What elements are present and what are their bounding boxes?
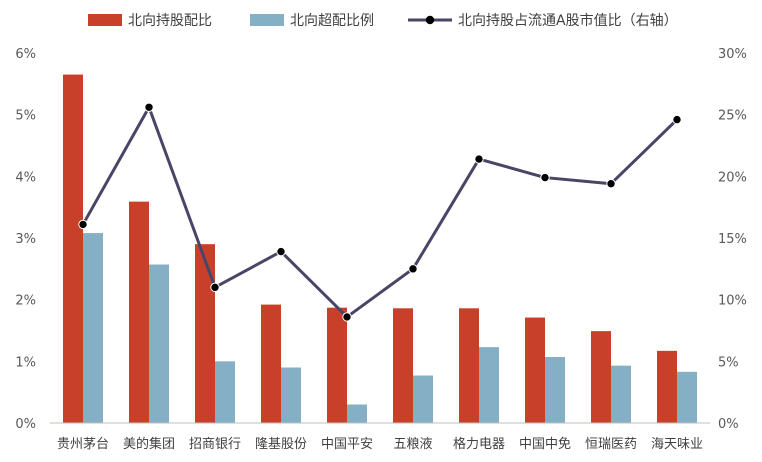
bar-holding-ratio <box>129 201 149 423</box>
y-axis-right: 0% 5% 10% 15% 20% 25% 30% <box>718 47 747 432</box>
y-right-tick-label: 5% <box>718 355 739 370</box>
line-point <box>144 102 154 112</box>
y-left-tick-label: 4% <box>15 170 36 185</box>
bar-overweight-ratio <box>281 367 301 423</box>
y-left-tick-label: 2% <box>15 294 36 309</box>
x-tick-label: 恒瑞医药 <box>585 437 637 452</box>
bar-holding-ratio <box>657 350 677 423</box>
x-tick-label: 贵州茅台 <box>57 437 109 452</box>
y-right-tick-label: 0% <box>718 417 739 432</box>
line-point <box>672 114 682 125</box>
legend-label: 北向超配比例 <box>290 13 374 29</box>
y-left-tick-label: 3% <box>15 232 36 247</box>
bar-holding-ratio <box>393 308 413 423</box>
bar-holding-ratio <box>63 74 83 423</box>
x-tick-label: 中国中免 <box>519 437 571 452</box>
line-market-cap-ratio <box>81 105 679 319</box>
y-left-tick-label: 5% <box>15 109 36 124</box>
bar-overweight-ratio <box>677 371 697 423</box>
y-right-tick-label: 10% <box>718 294 747 309</box>
bar-holding-ratio <box>525 317 545 423</box>
legend: 北向持股配比 北向超配比例 北向持股占流通A股市值比（右轴） <box>88 12 678 29</box>
bar-overweight-ratio <box>479 347 499 423</box>
bar-holding-ratio <box>327 307 347 423</box>
bars <box>63 74 697 423</box>
bar-overweight-ratio <box>83 233 103 423</box>
line-point <box>210 282 220 293</box>
legend-swatch-overweight-ratio <box>250 14 284 26</box>
bar-overweight-ratio <box>611 365 631 423</box>
line-point <box>540 172 550 183</box>
bar-overweight-ratio <box>545 357 565 423</box>
x-tick-label: 招商银行 <box>189 437 241 452</box>
bar-holding-ratio <box>591 331 611 423</box>
bar-holding-ratio <box>459 308 479 423</box>
line-point <box>276 246 286 257</box>
x-tick-label: 隆基股份 <box>255 437 307 452</box>
bar-overweight-ratio <box>413 375 433 423</box>
line-point <box>474 154 484 164</box>
x-tick-label: 格力电器 <box>453 436 505 452</box>
bar-overweight-ratio <box>215 361 235 423</box>
x-tick-label: 五粮液 <box>393 437 432 452</box>
bar-overweight-ratio <box>347 404 367 423</box>
bar-overweight-ratio <box>149 264 169 423</box>
legend-swatch-holding-ratio <box>88 14 122 26</box>
line-point <box>342 312 352 322</box>
line-series <box>78 102 682 322</box>
y-left-tick-label: 1% <box>15 355 36 370</box>
x-tick-label: 海天味业 <box>651 437 703 452</box>
y-right-tick-label: 20% <box>718 170 747 185</box>
y-left-tick-label: 6% <box>15 47 36 62</box>
x-tick-label: 中国平安 <box>321 437 373 452</box>
x-tick-label: 美的集团 <box>123 436 175 452</box>
legend-label: 北向持股占流通A股市值比（右轴） <box>458 12 678 29</box>
bar-holding-ratio <box>261 304 281 423</box>
line-point <box>78 219 88 230</box>
y-right-tick-label: 25% <box>718 109 747 124</box>
y-axis-left: 0% 1% 2% 3% 4% 5% 6% <box>15 47 36 432</box>
y-left-tick-label: 0% <box>15 417 36 432</box>
line-point <box>606 179 616 189</box>
y-right-tick-label: 30% <box>718 47 747 62</box>
category-labels: 贵州茅台 美的集团 招商银行 隆基股份 中国平安 五粮液 格力电器 中国中免 恒瑞医药 海天味业 <box>57 436 703 452</box>
legend-label: 北向持股配比 <box>128 13 212 29</box>
bar-holding-ratio <box>195 244 215 423</box>
y-right-tick-label: 15% <box>718 232 747 247</box>
line-point <box>408 264 418 274</box>
legend-swatch-marker <box>425 15 435 25</box>
